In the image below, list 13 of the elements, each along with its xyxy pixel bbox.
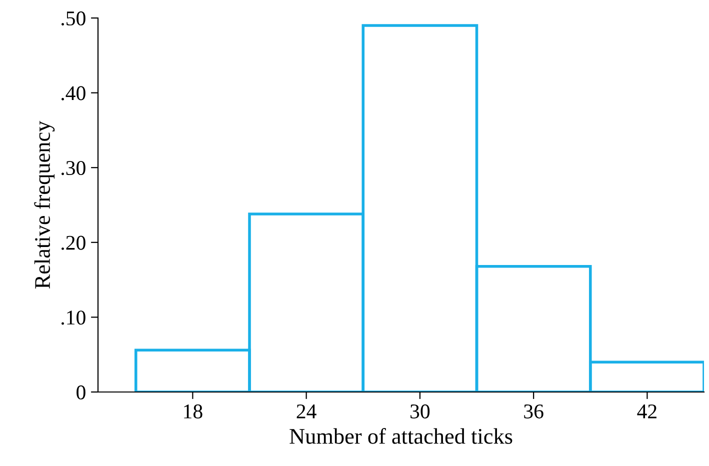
y-tick-label: .30 <box>62 160 86 176</box>
y-tick-label: .10 <box>62 310 86 325</box>
x-tick-label: 30 <box>410 404 430 418</box>
y-tick-label: 0 <box>76 385 86 400</box>
x-tick-label: 36 <box>524 404 544 418</box>
y-axis-title: Relative frequency <box>34 120 55 289</box>
y-tick-label: .20 <box>62 236 86 250</box>
x-tick-label: 42 <box>637 404 656 418</box>
x-tick-label: 18 <box>184 404 202 418</box>
x-axis-title: Number of attached ticks <box>290 428 512 444</box>
x-tick-label: 24 <box>296 404 316 418</box>
y-tick-label: .40 <box>62 86 86 100</box>
y-tick-label: .50 <box>62 11 86 26</box>
